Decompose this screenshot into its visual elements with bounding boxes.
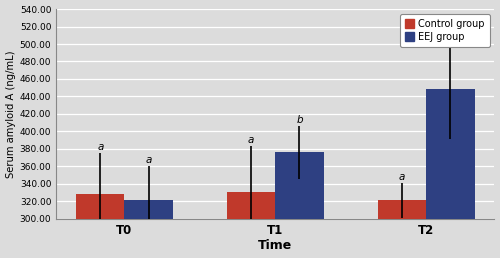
Legend: Control group, EEJ group: Control group, EEJ group [400, 14, 490, 46]
Text: c: c [448, 27, 454, 37]
Text: a: a [97, 142, 103, 152]
X-axis label: Time: Time [258, 239, 292, 252]
Y-axis label: Serum amyloid A (ng/mL): Serum amyloid A (ng/mL) [6, 50, 16, 178]
Text: a: a [248, 135, 254, 145]
Bar [426, 88, 474, 219]
Bar [378, 200, 426, 219]
Text: b: b [296, 115, 303, 125]
Bar [124, 200, 172, 219]
Text: a: a [146, 155, 152, 165]
Bar [276, 152, 324, 219]
Text: a: a [399, 172, 406, 182]
Bar [227, 192, 276, 219]
Bar [76, 194, 124, 219]
